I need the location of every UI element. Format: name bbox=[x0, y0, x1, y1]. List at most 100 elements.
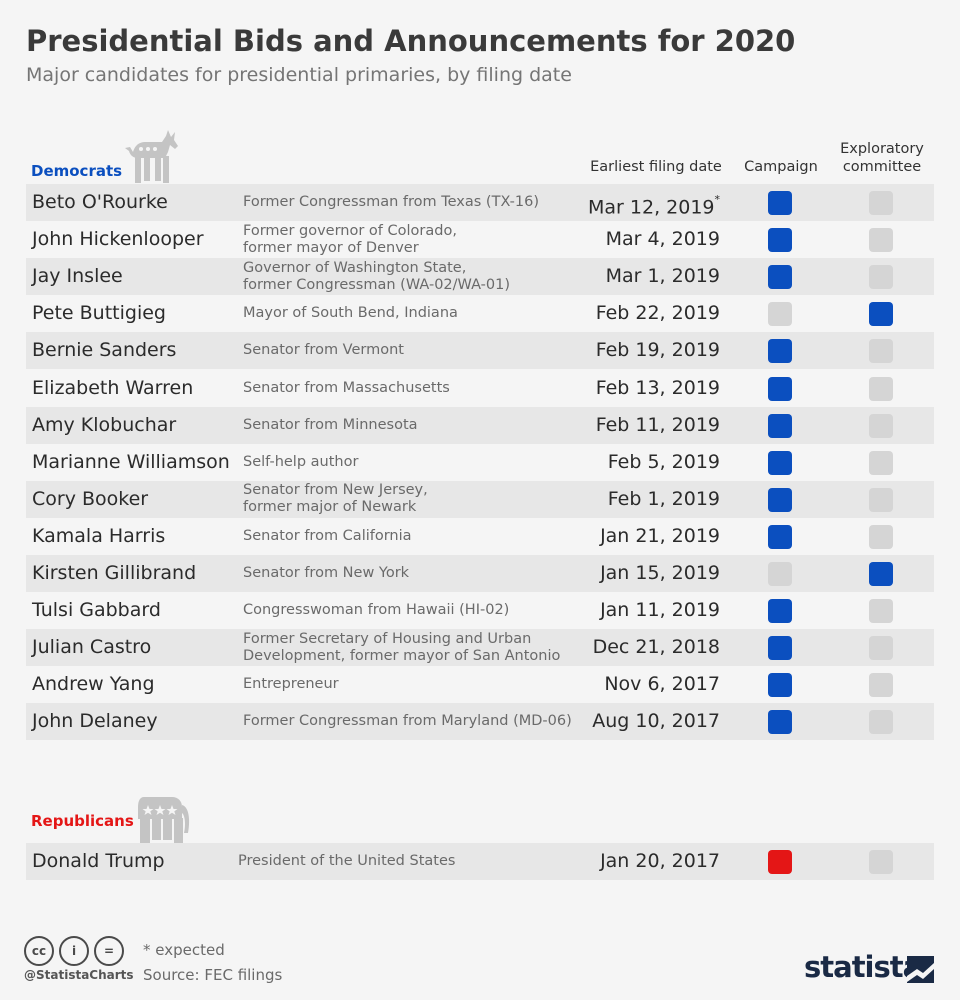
table-row: Marianne Williamson Self-help author Feb 5… bbox=[26, 444, 934, 481]
exploratory-indicator bbox=[869, 850, 893, 874]
filing-date: Mar 12, 2019* bbox=[588, 184, 720, 221]
filing-date: Mar 4, 2019 bbox=[606, 221, 720, 258]
elephant-icon bbox=[138, 797, 190, 843]
exploratory-indicator bbox=[869, 413, 893, 438]
candidate-name: Kirsten Gillibrand bbox=[32, 562, 197, 584]
filing-date: Feb 22, 2019 bbox=[596, 295, 720, 332]
campaign-indicator bbox=[768, 850, 792, 874]
filing-date: Mar 1, 2019 bbox=[606, 258, 720, 295]
filing-date-text: Feb 11, 2019 bbox=[595, 413, 720, 436]
filing-date: Jan 11, 2019 bbox=[600, 592, 720, 629]
campaign-indicator bbox=[768, 302, 792, 327]
table-row: Cory Booker Senator from New Jersey, form… bbox=[26, 480, 934, 518]
table-row: Andrew Yang Entrepreneur Nov 6, 2017 bbox=[26, 666, 934, 703]
exploratory-indicator bbox=[869, 302, 893, 327]
filing-date: Feb 1, 2019 bbox=[608, 481, 720, 518]
candidate-role: Former Congressman from Maryland (MD-06) bbox=[243, 713, 572, 730]
candidate-role: Mayor of South Bend, Indiana bbox=[243, 305, 458, 322]
candidate-role: Entrepreneur bbox=[243, 676, 339, 693]
column-header-campaign: Campaign bbox=[744, 159, 818, 175]
campaign-indicator bbox=[768, 376, 792, 401]
column-header-exploratory: Exploratory committee bbox=[840, 141, 924, 175]
table-row: John Delaney Former Congressman from Mary… bbox=[26, 703, 934, 741]
table-row: Kirsten Gillibrand Senator from New York J… bbox=[26, 555, 934, 592]
campaign-indicator bbox=[768, 636, 792, 661]
campaign-indicator bbox=[768, 599, 792, 624]
filing-date: Jan 21, 2019 bbox=[600, 518, 720, 555]
candidate-name: Beto O'Rourke bbox=[32, 191, 168, 213]
filing-date-text: Jan 11, 2019 bbox=[600, 599, 720, 622]
table-row: Beto O'Rourke Former Congressman from Tex… bbox=[26, 184, 934, 221]
candidate-role: Senator from Massachusetts bbox=[243, 379, 450, 396]
filing-date-text: Jan 21, 2019 bbox=[600, 524, 720, 547]
candidate-role: Senator from New York bbox=[243, 565, 410, 581]
filing-date: Feb 11, 2019 bbox=[596, 407, 720, 444]
source-note: Source: FEC filings bbox=[143, 966, 283, 984]
filing-date-text: Aug 10, 2017 bbox=[592, 710, 720, 733]
column-header-date: Earliest filing date bbox=[590, 159, 722, 175]
candidate-role: Senator from Minnesota bbox=[243, 416, 418, 433]
campaign-indicator bbox=[768, 339, 792, 364]
campaign-indicator bbox=[768, 710, 792, 735]
candidate-name: Pete Buttigieg bbox=[32, 302, 166, 325]
filing-date-text: Mar 12, 2019 bbox=[588, 196, 715, 219]
candidate-name: Andrew Yang bbox=[32, 673, 155, 696]
exploratory-indicator bbox=[869, 450, 893, 475]
chart-title: Presidential Bids and Announcements for … bbox=[26, 24, 796, 58]
license-icons: cc i = bbox=[24, 936, 124, 966]
filing-date-text: Feb 1, 2019 bbox=[607, 487, 720, 510]
filing-date: Jan 15, 2019 bbox=[600, 555, 720, 592]
exploratory-indicator bbox=[869, 228, 893, 253]
campaign-indicator bbox=[768, 413, 792, 438]
candidate-name: Amy Klobuchar bbox=[32, 413, 177, 436]
statista-logo: statista bbox=[804, 950, 922, 984]
campaign-indicator bbox=[768, 228, 792, 253]
exploratory-indicator bbox=[869, 339, 893, 364]
candidate-role: Senator from Vermont bbox=[243, 342, 404, 359]
party-label-democrats: Democrats bbox=[31, 162, 123, 180]
filing-date-text: Nov 6, 2017 bbox=[604, 673, 720, 696]
candidate-name: Donald Trump bbox=[32, 850, 165, 872]
exploratory-indicator bbox=[869, 191, 893, 215]
campaign-indicator bbox=[768, 524, 792, 549]
twitter-handle: @StatistaCharts bbox=[24, 968, 134, 982]
table-row: Elizabeth Warren Senator from Massachuset… bbox=[26, 370, 934, 407]
table-row: Kamala Harris Senator from California Jan … bbox=[26, 518, 934, 555]
footnote: * expected bbox=[143, 941, 225, 959]
table-row: Bernie Sanders Senator from Vermont Feb 19… bbox=[26, 332, 934, 370]
candidate-role: President of the United States bbox=[238, 853, 456, 869]
filing-date-text: Feb 13, 2019 bbox=[595, 376, 720, 399]
candidate-name: Tulsi Gabbard bbox=[32, 599, 161, 622]
candidate-role: Congresswoman from Hawaii (HI-02) bbox=[243, 602, 510, 619]
attribution-icon: i bbox=[59, 936, 89, 966]
creative-commons-icon: cc bbox=[24, 936, 54, 966]
candidate-name: Marianne Williamson bbox=[32, 450, 230, 473]
filing-date: Dec 21, 2018 bbox=[593, 629, 720, 666]
exploratory-indicator bbox=[869, 599, 893, 624]
candidate-name: Julian Castro bbox=[32, 636, 152, 659]
expected-marker: * bbox=[714, 193, 721, 206]
exploratory-indicator bbox=[869, 636, 893, 661]
candidate-role: Former governor of Colorado, former mayo… bbox=[243, 222, 457, 256]
table-row: Pete Buttigieg Mayor of South Bend, India… bbox=[26, 295, 934, 332]
no-derivatives-icon: = bbox=[94, 936, 124, 966]
exploratory-indicator bbox=[869, 710, 893, 735]
table-row: John Hickenlooper Former governor of Colo… bbox=[26, 221, 934, 258]
table-row: Amy Klobuchar Senator from Minnesota Feb 1… bbox=[26, 406, 934, 444]
filing-date: Nov 6, 2017 bbox=[604, 666, 720, 703]
donkey-icon bbox=[125, 130, 178, 183]
campaign-indicator bbox=[768, 562, 792, 586]
candidate-name: Cory Booker bbox=[32, 487, 149, 510]
filing-date-text: Dec 21, 2018 bbox=[592, 636, 720, 659]
filing-date-text: Mar 1, 2019 bbox=[605, 265, 720, 288]
filing-date: Aug 10, 2017 bbox=[592, 703, 720, 740]
filing-date-text: Feb 19, 2019 bbox=[595, 339, 720, 362]
exploratory-indicator bbox=[869, 562, 893, 586]
exploratory-indicator bbox=[869, 673, 893, 698]
filing-date-text: Feb 5, 2019 bbox=[607, 450, 720, 473]
candidate-role: Former Secretary of Housing and Urban De… bbox=[243, 630, 561, 664]
exploratory-indicator bbox=[869, 524, 893, 549]
candidate-name: Elizabeth Warren bbox=[32, 376, 194, 399]
candidate-name: Bernie Sanders bbox=[32, 339, 177, 362]
campaign-indicator bbox=[768, 487, 792, 512]
